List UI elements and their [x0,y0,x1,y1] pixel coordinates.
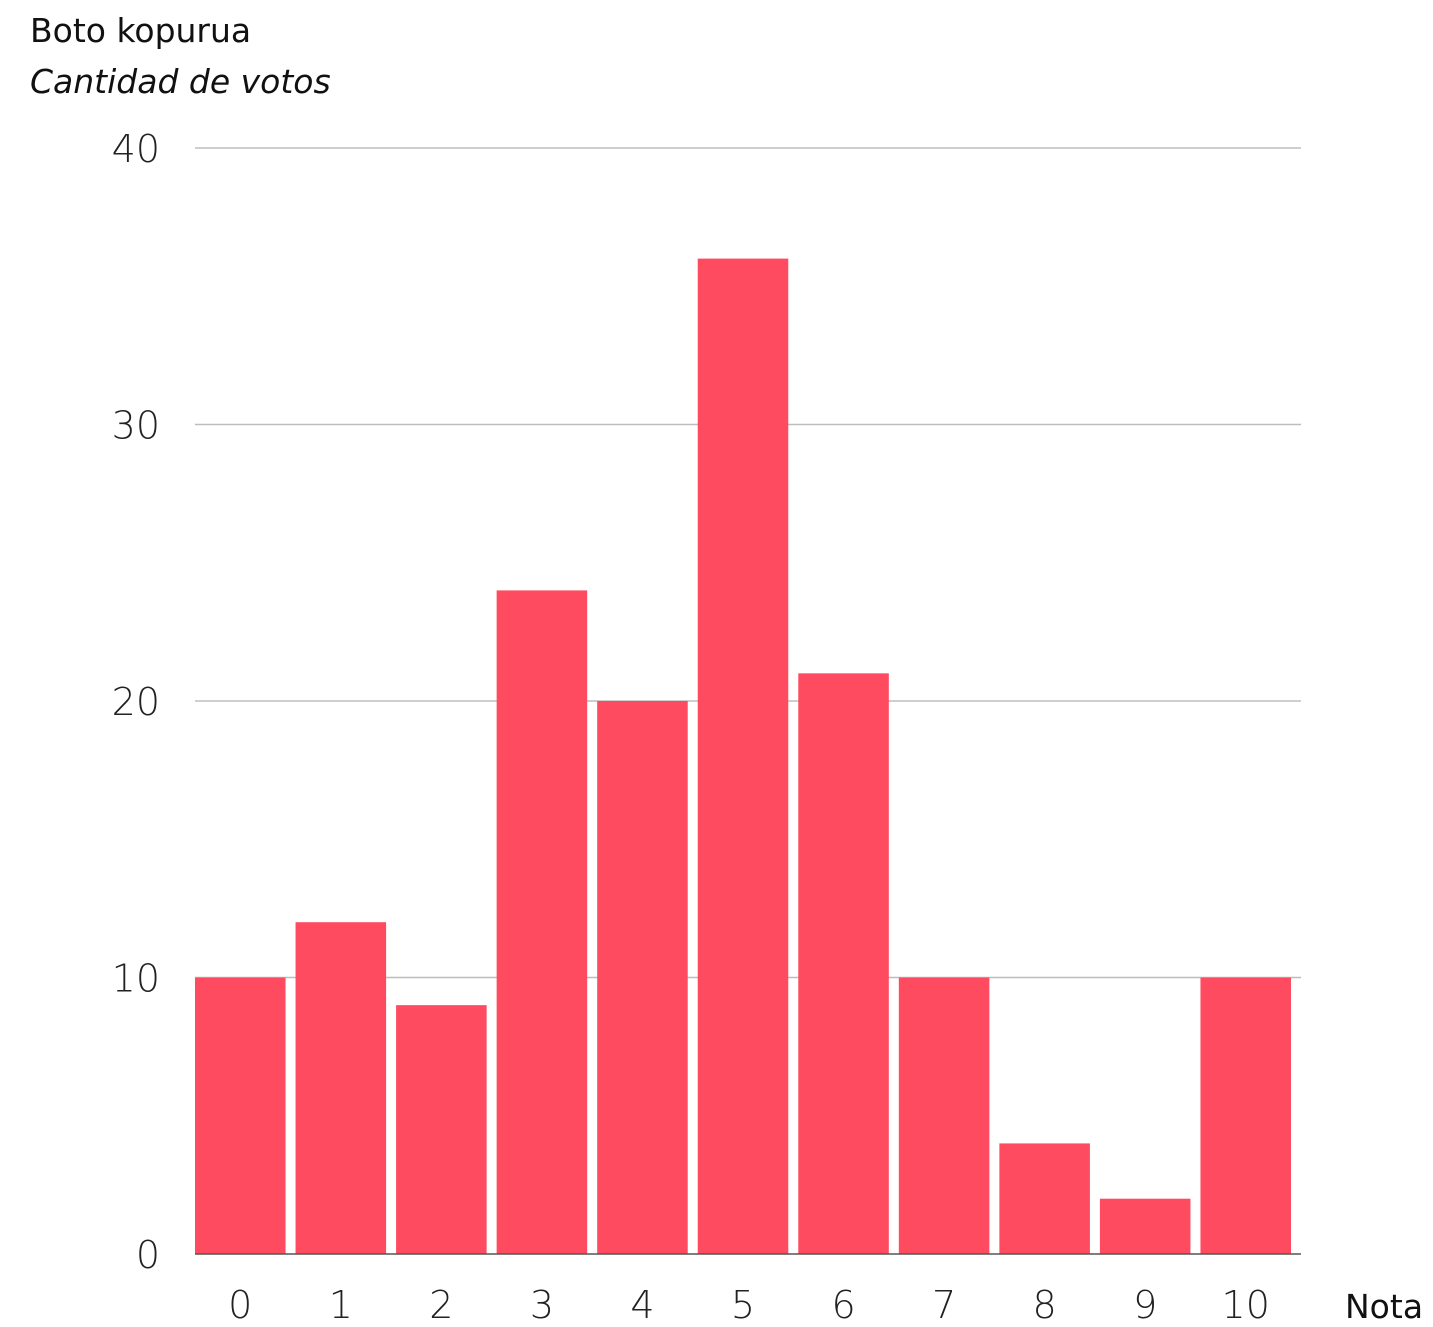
bar-6 [798,673,889,1254]
bar-8 [999,1143,1090,1254]
bar-2 [396,1005,487,1254]
y-axis-label: Boto kopurua [30,11,251,50]
bar-5 [697,258,789,1255]
y-tick-label: 0 [136,1233,160,1277]
bar-7 [898,977,990,1254]
y-tick-labels: 0 10 20 30 40 [112,127,160,1277]
x-tick-label: 2 [429,1283,453,1327]
x-tick-label: 6 [831,1283,855,1327]
x-tick-label: 8 [1033,1283,1057,1327]
y-axis-label-secondary: Cantidad de votos [30,62,331,101]
y-tick-label: 30 [112,404,160,448]
bar-10 [1200,977,1291,1254]
y-tick-label: 40 [112,127,160,171]
x-tick-label: 0 [228,1283,252,1327]
x-tick-label: 4 [630,1283,654,1327]
bars [195,258,1291,1255]
bar-3 [496,590,588,1254]
x-axis-label: Nota [1345,1287,1423,1326]
bar-1 [295,922,387,1254]
x-tick-label: 5 [731,1283,755,1327]
bar-9 [1099,1198,1191,1254]
bar-4 [597,701,688,1254]
x-tick-label: 7 [932,1283,956,1327]
x-tick-label: 3 [530,1283,554,1327]
x-tick-label: 9 [1133,1283,1157,1327]
x-tick-labels: 0 1 2 3 4 5 6 7 8 9 10 [228,1283,1270,1327]
bar-0 [195,977,286,1254]
y-tick-label: 20 [112,680,160,724]
y-tick-label: 10 [112,957,160,1001]
x-tick-label: 10 [1222,1283,1270,1327]
x-tick-label: 1 [329,1283,353,1327]
